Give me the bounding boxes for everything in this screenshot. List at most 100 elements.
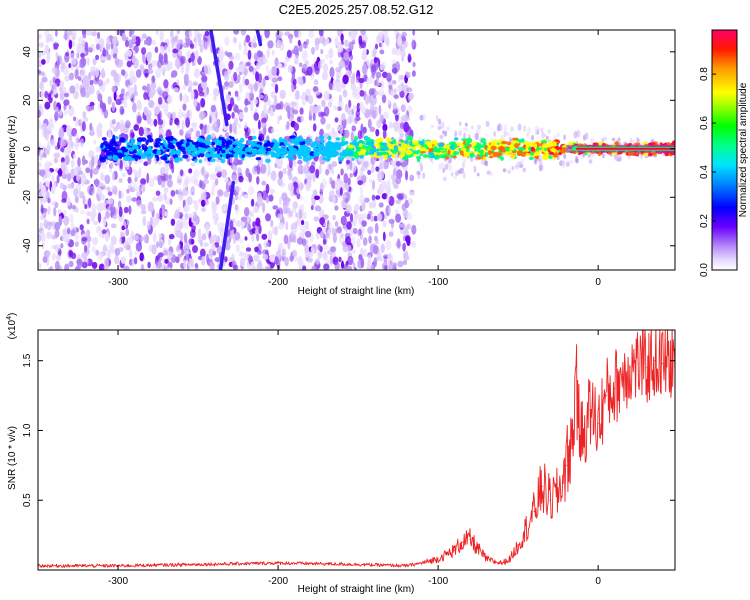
heatmap-speckle — [38, 233, 42, 243]
heatmap-band-blob — [148, 145, 152, 150]
heatmap-speckle — [197, 236, 203, 244]
heatmap-band-blob — [406, 135, 414, 142]
heatmap-speckle — [159, 110, 163, 120]
heatmap-speckle — [504, 124, 507, 132]
heatmap-speckle — [375, 129, 380, 137]
heatmap-speckle — [98, 263, 105, 270]
heatmap-speckle — [288, 173, 293, 179]
heatmap-speckle — [252, 35, 257, 43]
heatmap-speckle — [454, 130, 458, 137]
heatmap-speckle — [373, 56, 378, 64]
heatmap-speckle — [76, 258, 83, 269]
heatmap-speckle — [106, 249, 112, 260]
heatmap-band-blob — [400, 140, 404, 143]
heatmap-speckle — [141, 33, 147, 39]
heatmap-speckle — [397, 260, 404, 268]
heatmap-speckle — [384, 35, 390, 46]
heatmap-speckle — [243, 207, 250, 217]
heatmap-speckle — [97, 212, 102, 224]
heatmap-speckle — [271, 77, 278, 83]
heatmap-speckle — [79, 138, 84, 148]
heatmap-speckle — [258, 94, 264, 100]
chart-title: C2E5.2025.257.08.52.G12 — [279, 2, 434, 17]
heatmap-speckle — [464, 122, 468, 127]
heatmap-band-blob — [403, 156, 408, 161]
heatmap-speckle — [106, 54, 112, 61]
heatmap-speckle — [397, 84, 403, 93]
heatmap-speckle — [589, 137, 595, 144]
heatmap-speckle — [71, 30, 77, 38]
heatmap-speckle — [340, 215, 347, 226]
heatmap-speckle — [259, 88, 263, 96]
heatmap-speckle — [383, 257, 388, 266]
heatmap-speckle — [267, 194, 274, 202]
heatmap-speckle — [264, 265, 268, 270]
heatmap-speckle — [255, 62, 261, 70]
heatmap-speckle — [271, 128, 275, 133]
heatmap-band-blob — [439, 147, 445, 151]
heatmap-speckle — [290, 101, 297, 107]
heatmap-speckle — [262, 202, 266, 213]
heatmap-band-blob — [334, 146, 339, 151]
heatmap-speckle — [486, 170, 491, 175]
heatmap-speckle — [408, 92, 414, 100]
heatmap-speckle — [376, 119, 382, 128]
heatmap-speckle — [562, 162, 565, 169]
heatmap-speckle — [85, 167, 91, 174]
heatmap-speckle — [362, 237, 368, 246]
heatmap-speckle — [193, 98, 198, 108]
heatmap-band-blob — [453, 151, 457, 157]
heatmap-speckle — [93, 155, 99, 166]
heatmap-speckle — [266, 49, 270, 58]
heatmap-speckle — [133, 257, 138, 265]
heatmap-speckle — [154, 106, 161, 115]
heatmap-speckle — [185, 130, 192, 138]
heatmap-speckle — [514, 164, 520, 170]
heatmap-speckle — [129, 30, 135, 36]
heatmap-speckle — [123, 100, 128, 109]
heatmap-speckle — [201, 255, 206, 266]
snr-data-point — [197, 563, 199, 566]
heatmap-diagonal-streak — [218, 180, 236, 270]
heatmap-speckle — [38, 119, 41, 130]
heatmap-speckle — [224, 81, 230, 87]
heatmap-band-blob — [215, 141, 222, 147]
heatmap-speckle — [209, 115, 212, 124]
heatmap-speckle — [256, 164, 261, 175]
heatmap-band-blob — [112, 139, 116, 145]
heatmap-speckle — [133, 124, 139, 131]
heatmap-speckle — [373, 215, 378, 222]
heatmap-speckle — [334, 36, 339, 46]
heatmap-speckle — [349, 213, 354, 223]
heatmap-speckle — [136, 199, 142, 207]
heatmap-speckle — [215, 165, 222, 173]
heatmap-speckle — [518, 161, 522, 166]
heatmap-speckle — [350, 75, 356, 86]
heatmap-band-blob — [109, 146, 116, 152]
heatmap-speckle — [358, 35, 363, 45]
heatmap-speckle — [92, 237, 99, 246]
heatmap-speckle — [359, 194, 365, 205]
heatmap-speckle — [333, 228, 338, 235]
heatmap-speckle — [47, 33, 53, 42]
heatmap-speckle — [279, 196, 282, 206]
heatmap-speckle — [56, 174, 60, 184]
heatmap-speckle — [111, 119, 116, 125]
heatmap-speckle — [264, 30, 270, 39]
heatmap-speckle — [388, 205, 392, 215]
heatmap-streak-layer — [209, 30, 263, 270]
heatmap-speckle — [46, 144, 51, 156]
heatmap-band-blob — [219, 152, 223, 155]
heatmap-speckle — [375, 166, 380, 172]
heatmap-band-blob — [542, 154, 549, 160]
y-tick-label: 20 — [22, 94, 33, 106]
heatmap-speckle — [341, 112, 346, 121]
x-tick-label: 0 — [595, 576, 601, 587]
heatmap-band-blob — [206, 147, 213, 152]
heatmap-speckle — [82, 34, 87, 39]
heatmap-band-blob — [197, 137, 204, 143]
heatmap-speckle — [615, 155, 619, 162]
heatmap-speckle — [181, 248, 185, 256]
heatmap-speckle — [411, 224, 417, 235]
heatmap-speckle — [341, 60, 346, 68]
